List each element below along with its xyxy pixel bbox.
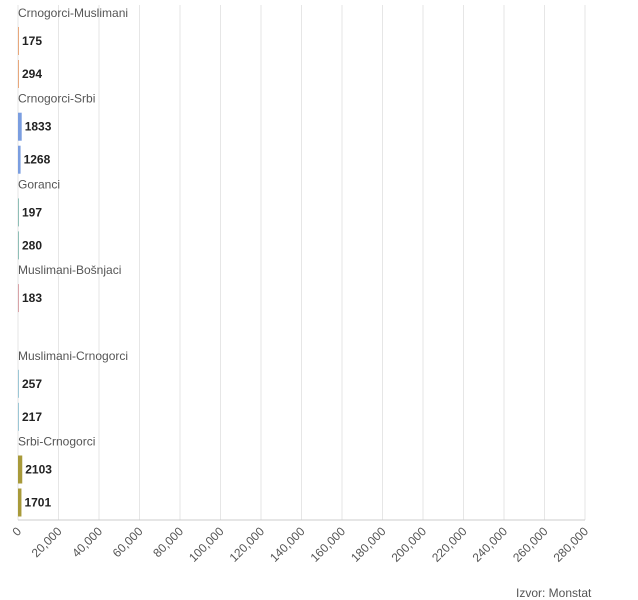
x-tick-label: 80,000 xyxy=(150,524,186,560)
grid-lines xyxy=(17,5,586,521)
data-label: 175 xyxy=(22,34,42,48)
category-label: Goranci xyxy=(18,177,60,191)
data-label: 294 xyxy=(22,67,42,81)
x-axis-ticks: 0 20,000 40,000 60,000 80,000 100,000 120,000 1… xyxy=(9,524,591,565)
x-tick-label: 100,000 xyxy=(186,524,227,565)
x-tick-label: 180,000 xyxy=(348,524,389,565)
data-label: 183 xyxy=(22,291,42,305)
data-label: 197 xyxy=(22,205,42,219)
bar xyxy=(18,284,19,313)
x-tick-label: 140,000 xyxy=(267,524,308,565)
data-label: 2103 xyxy=(25,463,52,477)
x-tick-label: 200,000 xyxy=(389,524,430,565)
source-note: Izvor: Monstat xyxy=(516,586,592,600)
bar xyxy=(18,369,19,398)
data-label: 217 xyxy=(22,410,42,424)
data-label: 1268 xyxy=(24,153,51,167)
bar xyxy=(18,231,19,260)
bar xyxy=(18,455,23,484)
data-label: 257 xyxy=(22,377,42,391)
x-tick-label: 240,000 xyxy=(470,524,511,565)
x-tick-label: 260,000 xyxy=(510,524,551,565)
data-label: 280 xyxy=(22,238,42,252)
bar xyxy=(18,60,19,88)
category-label: Muslimani-Crnogorci xyxy=(18,349,128,363)
bar xyxy=(18,27,19,55)
x-tick-label: 20,000 xyxy=(29,524,65,560)
category-label: Crnogorci-Muslimani xyxy=(18,6,128,20)
bar xyxy=(18,488,22,517)
x-tick-label: 40,000 xyxy=(69,524,105,560)
bar xyxy=(18,198,19,227)
data-label: 1833 xyxy=(25,120,52,134)
bar xyxy=(18,112,22,141)
x-tick-label: 160,000 xyxy=(308,524,349,565)
category-label: Crnogorci-Srbi xyxy=(18,92,95,106)
x-tick-label: 0 xyxy=(9,524,24,539)
data-label: 1701 xyxy=(24,496,51,510)
x-tick-label: 120,000 xyxy=(227,524,268,565)
bar xyxy=(18,145,21,174)
x-tick-label: 220,000 xyxy=(429,524,470,565)
category-label: Muslimani-Bošnjaci xyxy=(18,263,121,277)
x-tick-label: 280,000 xyxy=(551,524,592,565)
bars xyxy=(18,27,23,517)
labels: Crnogorci-Muslimani 175 294 Crnogorci-Srbi 1… xyxy=(18,6,128,510)
category-label: Srbi-Crnogorci xyxy=(18,435,95,449)
x-tick-label: 60,000 xyxy=(110,524,146,560)
bar xyxy=(18,402,19,431)
